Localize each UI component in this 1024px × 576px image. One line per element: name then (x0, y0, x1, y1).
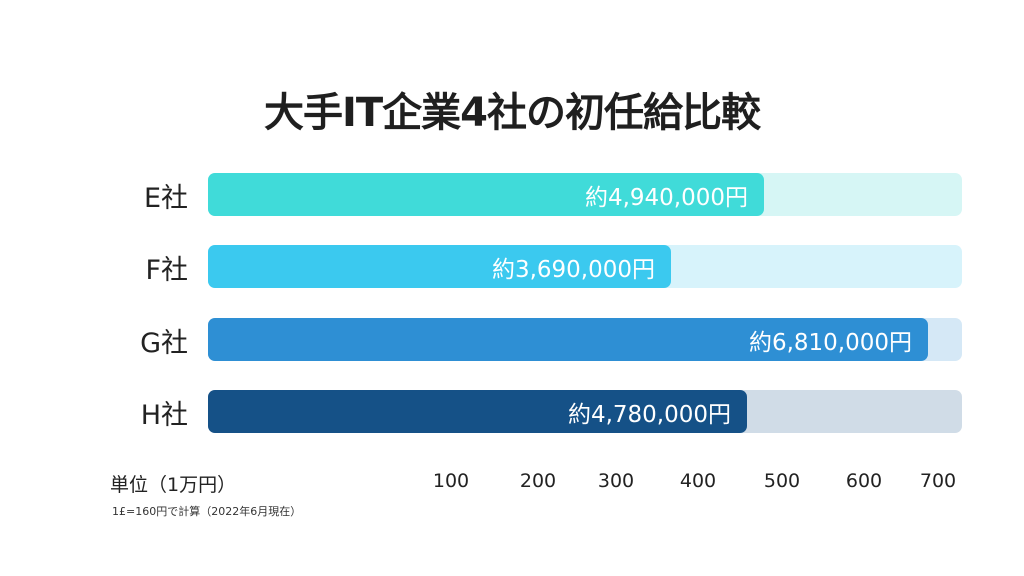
bar-track-g: 約6,810,000円 (208, 318, 962, 361)
x-tick: 600 (845, 470, 883, 492)
bar-track-f: 約3,690,000円 (208, 245, 962, 288)
chart-title: 大手IT企業4社の初任給比較 (264, 90, 761, 136)
row-label-h: H社 (140, 400, 188, 431)
bar-h: 約4,780,000円 (208, 390, 747, 433)
bar-track-e: 約4,940,000円 (208, 173, 962, 216)
axis-unit-label: 単位（1万円） (110, 474, 237, 496)
bar-value-f: 約3,690,000円 (491, 256, 655, 283)
row-label-e: E社 (143, 183, 188, 214)
bar-f: 約3,690,000円 (208, 245, 671, 288)
x-tick: 200 (519, 470, 557, 492)
x-tick: 700 (919, 470, 957, 492)
row-label-f: F社 (145, 255, 188, 286)
exchange-rate-note: 1£=160円で計算（2022年6月現在） (112, 505, 302, 518)
x-tick: 400 (679, 470, 717, 492)
bar-e: 約4,940,000円 (208, 173, 764, 216)
bar-track-h: 約4,780,000円 (208, 390, 962, 433)
x-tick: 500 (763, 470, 801, 492)
bar-value-g: 約6,810,000円 (748, 329, 912, 356)
x-tick: 100 (432, 470, 470, 492)
bar-value-e: 約4,940,000円 (584, 184, 748, 211)
row-label-g: G社 (140, 328, 188, 359)
bar-value-h: 約4,780,000円 (567, 401, 731, 428)
x-tick: 300 (597, 470, 635, 492)
bar-g: 約6,810,000円 (208, 318, 928, 361)
